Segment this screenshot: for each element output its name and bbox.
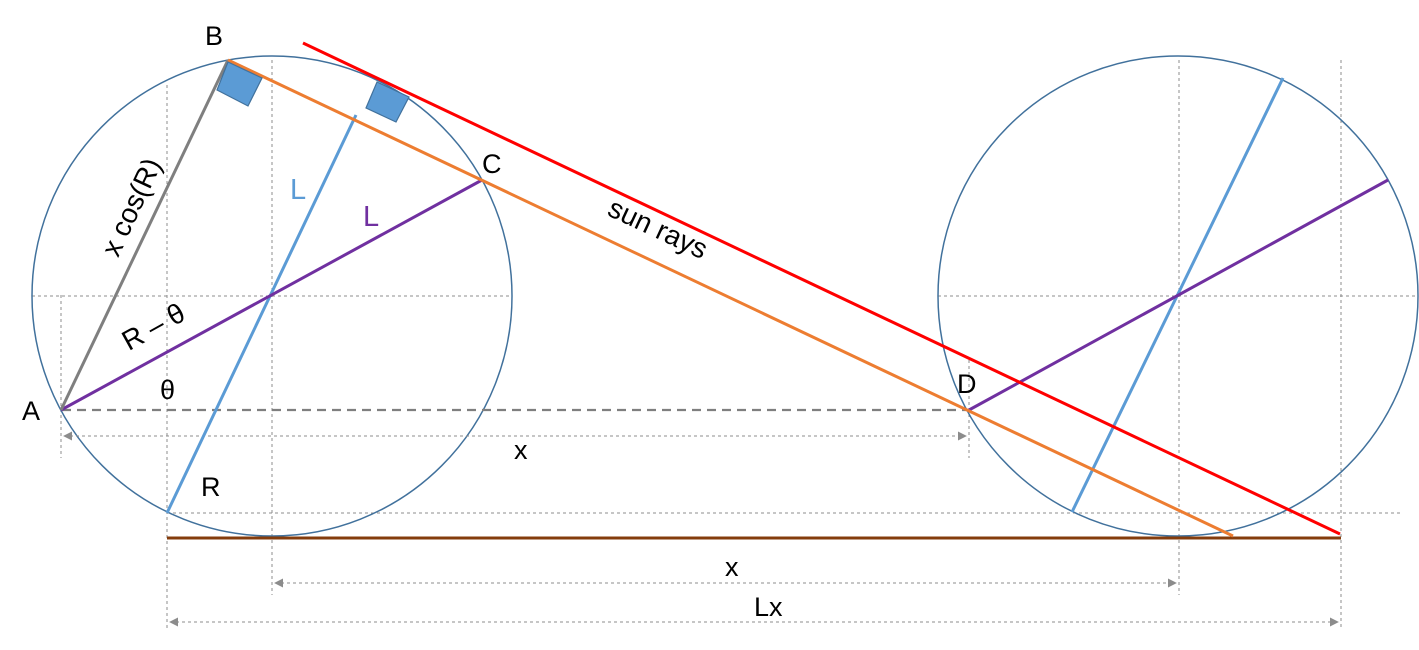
right-angle-marker-top xyxy=(365,81,410,123)
label-point-d: D xyxy=(957,369,977,399)
label-r: R xyxy=(201,472,221,502)
left-circle xyxy=(31,55,513,537)
label-l-blue: L xyxy=(290,174,306,206)
right-angle-marker-b xyxy=(216,61,263,107)
label-sun-rays: sun rays xyxy=(604,192,713,265)
label-x-upper: x xyxy=(514,435,528,465)
label-l-purple: L xyxy=(363,201,379,233)
gray-line-a-to-b xyxy=(59,59,230,411)
orange-sun-ray-line xyxy=(227,58,1234,538)
right-circle xyxy=(937,55,1419,537)
label-point-a: A xyxy=(22,396,40,426)
label-point-c: C xyxy=(482,149,502,179)
label-r-minus-theta: R – θ xyxy=(117,297,191,357)
label-x-lower: x xyxy=(725,552,739,582)
purple-line-a-to-c xyxy=(60,178,483,412)
label-theta: θ xyxy=(160,375,175,405)
label-lx: Lx xyxy=(754,592,783,622)
red-sun-ray-line xyxy=(302,41,1341,536)
left-blue-line xyxy=(165,114,358,514)
label-point-b: B xyxy=(205,21,223,51)
right-purple-line xyxy=(968,178,1389,412)
guide-lines xyxy=(32,60,1416,628)
